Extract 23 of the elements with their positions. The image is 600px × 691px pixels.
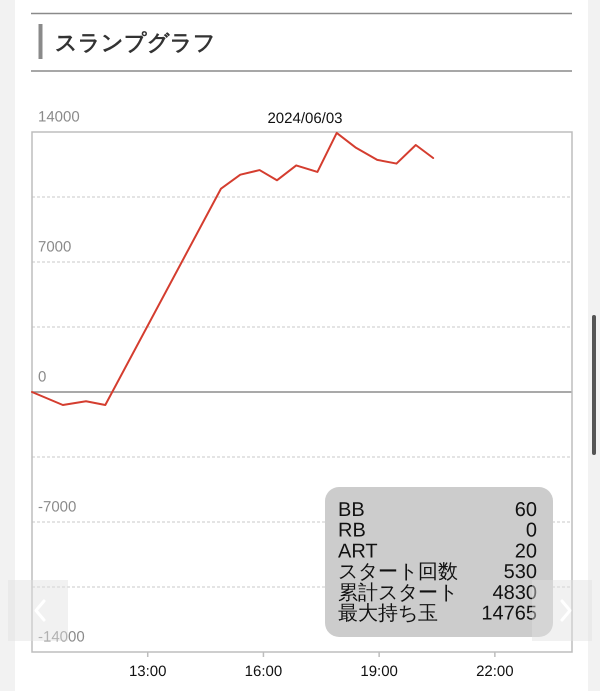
category-label: 最大持ち玉 <box>338 602 438 624</box>
y-tick-label: -7000 <box>38 498 76 516</box>
category-label: ART <box>338 540 378 562</box>
data-label: 14765 <box>481 602 537 624</box>
data-label: 4830 <box>492 582 537 604</box>
data-label: 530 <box>504 561 537 584</box>
x-tick-label: 22:00 <box>476 663 514 680</box>
category-label: 累計スタート <box>338 582 458 604</box>
data-label: 20 <box>514 540 537 562</box>
category-label: BB <box>338 499 365 521</box>
y-tick-label: 14000 <box>38 108 80 126</box>
x-tick-label: 13:00 <box>128 663 166 680</box>
y-tick-label: 7000 <box>38 238 72 256</box>
category-label: スタート回数 <box>338 561 458 584</box>
category-label: RB <box>338 520 366 542</box>
y-tick-label: 0 <box>38 368 46 386</box>
y-tick-label: -14000 <box>38 628 85 646</box>
data-label: 60 <box>514 499 537 521</box>
x-tick-label: 19:00 <box>360 663 398 680</box>
chart-title: スランプグラフ <box>55 30 216 55</box>
chart-subtitle: 2024/06/03 <box>267 110 343 127</box>
x-tick-label: 16:00 <box>244 663 282 680</box>
data-label: 0 <box>526 520 537 542</box>
